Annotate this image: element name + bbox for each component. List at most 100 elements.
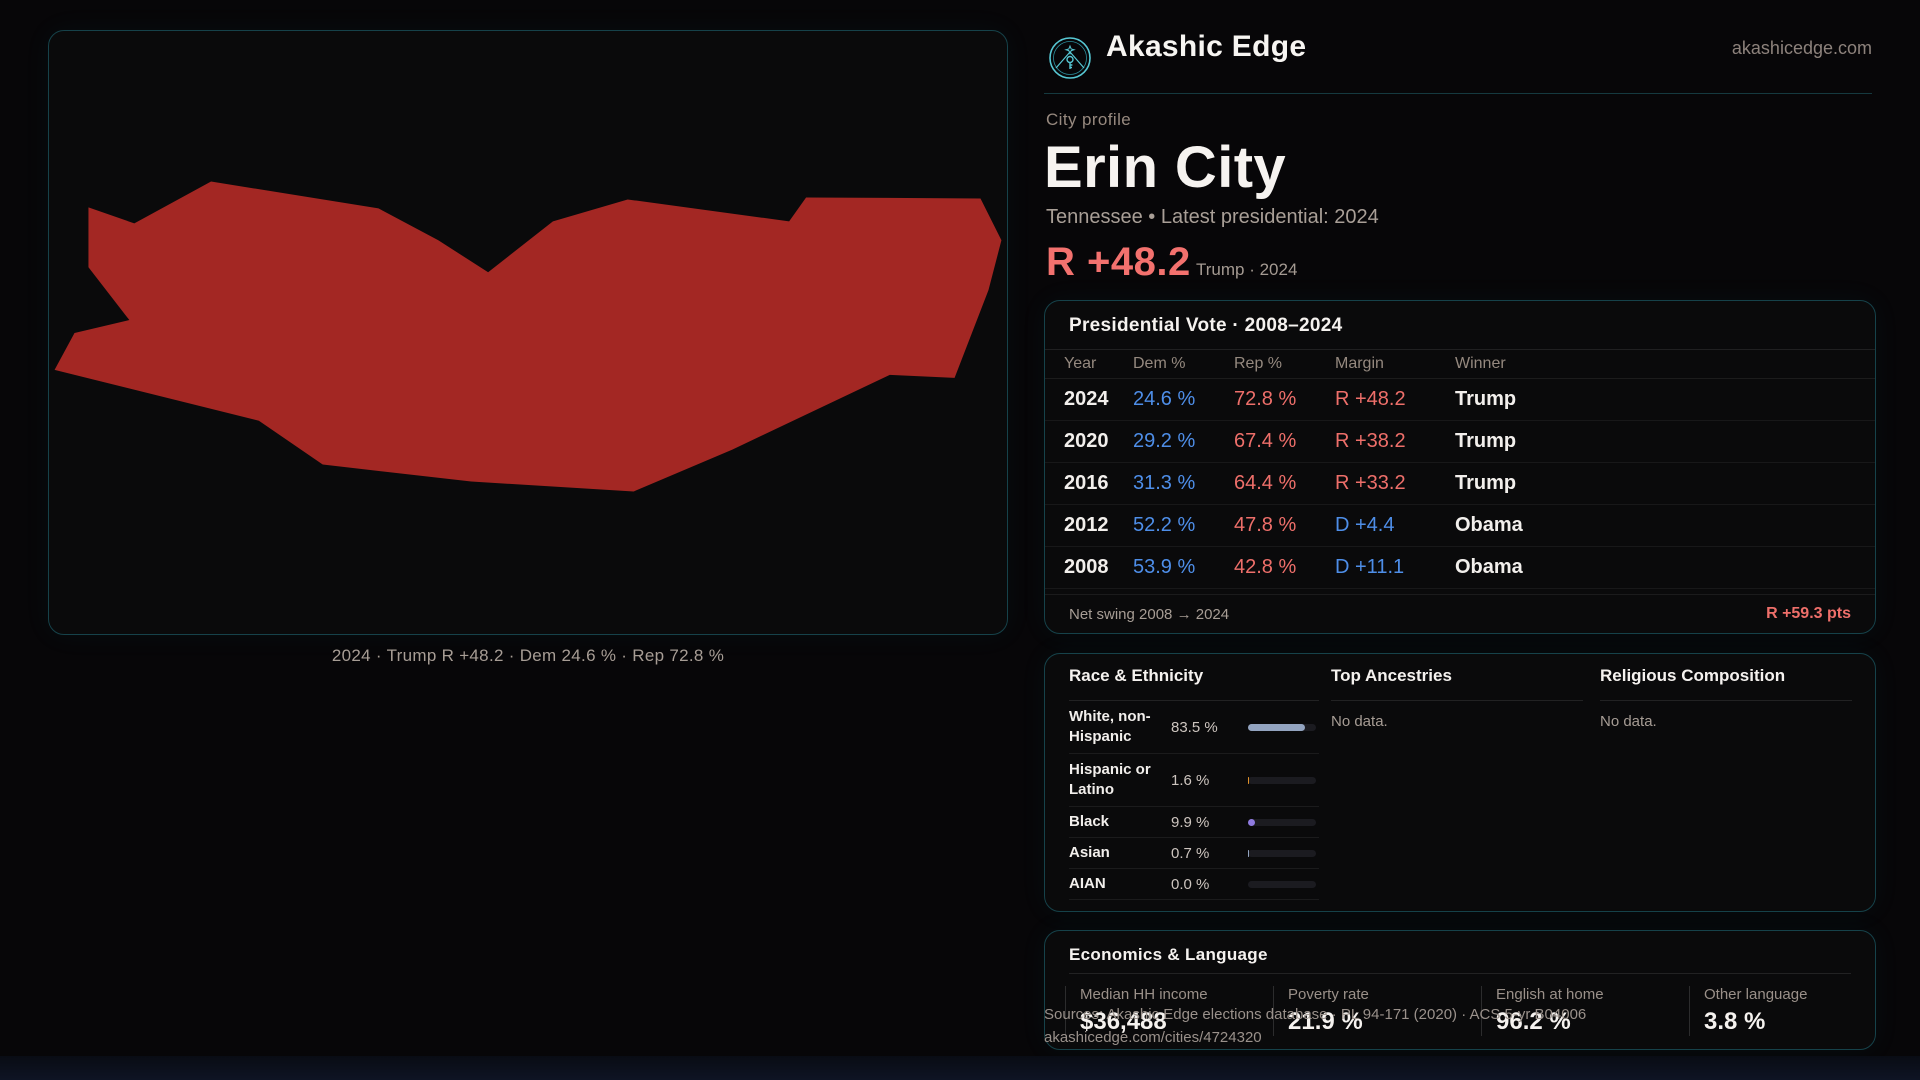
header-divider bbox=[1044, 93, 1872, 94]
race-value: 1.6 % bbox=[1171, 771, 1210, 789]
footer-permalink-link[interactable]: akashicedge.com/cities/4724320 bbox=[1044, 1029, 1262, 1046]
vote-cell: Trump bbox=[1455, 472, 1517, 494]
vote-row-2016: 2016 31.3 % 64.4 % R +33.2 Trump bbox=[1045, 463, 1875, 505]
economics-title: Economics & Language bbox=[1069, 945, 1268, 964]
vote-cell: 29.2 % bbox=[1133, 430, 1196, 452]
race-ethnicity-title: Race & Ethnicity bbox=[1069, 654, 1319, 701]
race-bar-track bbox=[1248, 723, 1316, 731]
stat-median-hh-income: Median HH income $36,488 bbox=[1065, 986, 1273, 1036]
vote-col-header-rep: Rep % bbox=[1234, 355, 1283, 372]
stat-english-at-home: English at home 96.2 % bbox=[1481, 986, 1689, 1036]
vote-table-body: 2024 24.6 % 72.8 % R +48.2 Trump 2020 29.2 % 67… bbox=[1045, 379, 1875, 589]
vote-table-header: Year Dem % Rep % Margin Winner bbox=[1045, 349, 1875, 379]
brand-domain-link[interactable]: akashicedge.com bbox=[1731, 38, 1872, 58]
race-label: Hispanic or Latino bbox=[1069, 760, 1151, 798]
vote-cell: R +38.2 bbox=[1335, 430, 1406, 452]
vote-cell: Trump bbox=[1455, 430, 1517, 452]
stat-value: 21.9 % bbox=[1288, 1008, 1363, 1035]
race-ethnicity-column: Race & Ethnicity White, non-Hispanic 83.5… bbox=[1069, 654, 1319, 900]
vote-cell: Obama bbox=[1455, 556, 1523, 578]
demographics-panel: Race & Ethnicity White, non-Hispanic 83.5… bbox=[1044, 653, 1876, 912]
net-swing-label: Net swing 2008 → 2024 bbox=[1069, 605, 1230, 623]
stat-label: English at home bbox=[1496, 986, 1604, 1003]
vote-cell: 24.6 % bbox=[1133, 388, 1196, 410]
economics-panel: Economics & Language Median HH income $36… bbox=[1044, 930, 1876, 1050]
city-map-panel bbox=[48, 30, 1008, 635]
vote-row-2012: 2012 52.2 % 47.8 % D +4.4 Obama bbox=[1045, 505, 1875, 547]
race-value: 9.9 % bbox=[1171, 813, 1210, 831]
headline-margin-note: Trump · 2024 bbox=[1196, 260, 1298, 279]
vote-row-2020: 2020 29.2 % 67.4 % R +38.2 Trump bbox=[1045, 421, 1875, 463]
brand-title: Akashic Edge bbox=[1106, 30, 1307, 63]
race-row-white-non-hispanic: White, non-Hispanic 83.5 % bbox=[1069, 701, 1319, 754]
city-boundary-map bbox=[54, 181, 1002, 492]
race-ethnicity-rows: White, non-Hispanic 83.5 % Hispanic or Lat… bbox=[1069, 701, 1319, 900]
top-ancestries-column: Top Ancestries No data. bbox=[1331, 654, 1583, 730]
race-value: 0.0 % bbox=[1171, 875, 1210, 893]
net-swing-value: R +59.3 pts bbox=[1766, 605, 1851, 622]
vote-cell: 52.2 % bbox=[1133, 514, 1196, 536]
race-label: White, non-Hispanic bbox=[1069, 707, 1151, 745]
religious-composition-title: Religious Composition bbox=[1600, 654, 1852, 701]
stat-label: Poverty rate bbox=[1288, 986, 1369, 1003]
presidential-vote-panel: Presidential Vote · 2008–2024 Year Dem % R… bbox=[1044, 300, 1876, 634]
race-value: 0.7 % bbox=[1171, 844, 1210, 862]
religious-composition-empty: No data. bbox=[1600, 713, 1657, 730]
vote-panel-title: Presidential Vote · 2008–2024 bbox=[1069, 315, 1343, 336]
race-bar-track bbox=[1248, 776, 1316, 784]
vote-row-2008: 2008 53.9 % 42.8 % D +11.1 Obama bbox=[1045, 547, 1875, 589]
stat-poverty-rate: Poverty rate 21.9 % bbox=[1273, 986, 1481, 1036]
stat-value: 96.2 % bbox=[1496, 1008, 1571, 1035]
vote-cell: 2012 bbox=[1064, 514, 1109, 536]
vote-cell: 67.4 % bbox=[1234, 430, 1297, 452]
race-bar-fill bbox=[1248, 776, 1250, 784]
vote-cell: R +33.2 bbox=[1335, 472, 1406, 494]
race-bar-track bbox=[1248, 880, 1316, 888]
akashic-emblem-icon bbox=[1049, 37, 1091, 79]
vote-cell: 64.4 % bbox=[1234, 472, 1297, 494]
race-bar-track bbox=[1248, 849, 1316, 857]
economics-divider bbox=[1069, 973, 1851, 974]
race-label: Black bbox=[1069, 812, 1110, 830]
economics-stats: Median HH income $36,488 Poverty rate 21.9 … bbox=[1065, 986, 1897, 1036]
vote-cell: Obama bbox=[1455, 514, 1523, 536]
vote-col-header-margin: Margin bbox=[1335, 355, 1384, 372]
city-subtitle: Tennessee • Latest presidential: 2024 bbox=[1046, 206, 1379, 228]
stat-value: $36,488 bbox=[1080, 1008, 1167, 1035]
race-row-black: Black 9.9 % bbox=[1069, 807, 1319, 838]
vote-table-footer-divider bbox=[1045, 594, 1875, 595]
stat-other-language: Other language 3.8 % bbox=[1689, 986, 1897, 1036]
race-bar-fill bbox=[1248, 849, 1250, 857]
race-bar-track bbox=[1248, 818, 1316, 826]
vote-cell: 31.3 % bbox=[1133, 472, 1196, 494]
race-value: 83.5 % bbox=[1171, 718, 1218, 736]
race-row-asian: Asian 0.7 % bbox=[1069, 838, 1319, 869]
bottom-strip bbox=[0, 1056, 1920, 1080]
net-swing-row: Net swing 2008 → 2024 R +59.3 pts bbox=[1069, 595, 1851, 633]
vote-cell: 72.8 % bbox=[1234, 388, 1297, 410]
race-bar-fill bbox=[1248, 818, 1255, 826]
vote-cell: 47.8 % bbox=[1234, 514, 1297, 536]
race-label: AIAN bbox=[1069, 874, 1106, 892]
top-ancestries-title: Top Ancestries bbox=[1331, 654, 1583, 701]
race-row-aian: AIAN 0.0 % bbox=[1069, 869, 1319, 900]
headline-margin: R +48.2 bbox=[1046, 240, 1191, 284]
vote-cell: 2020 bbox=[1064, 430, 1109, 452]
vote-col-header-dem: Dem % bbox=[1133, 355, 1186, 372]
vote-col-header-year: Year bbox=[1064, 355, 1097, 372]
race-label: Asian bbox=[1069, 843, 1110, 861]
vote-cell: 2024 bbox=[1064, 388, 1109, 410]
vote-row-2024: 2024 24.6 % 72.8 % R +48.2 Trump bbox=[1045, 379, 1875, 421]
race-bar-fill bbox=[1248, 723, 1305, 731]
page-kicker: City profile bbox=[1046, 110, 1132, 129]
vote-cell: R +48.2 bbox=[1335, 388, 1406, 410]
vote-cell: Trump bbox=[1455, 388, 1517, 410]
city-title: Erin City bbox=[1044, 135, 1287, 200]
vote-cell: 2008 bbox=[1064, 556, 1109, 578]
vote-cell: 42.8 % bbox=[1234, 556, 1297, 578]
map-caption: 2024 · Trump R +48.2 · Dem 24.6 % · Rep … bbox=[331, 646, 725, 665]
vote-col-header-winner: Winner bbox=[1455, 355, 1506, 372]
vote-cell: 2016 bbox=[1064, 472, 1109, 494]
stat-label: Median HH income bbox=[1080, 986, 1208, 1003]
